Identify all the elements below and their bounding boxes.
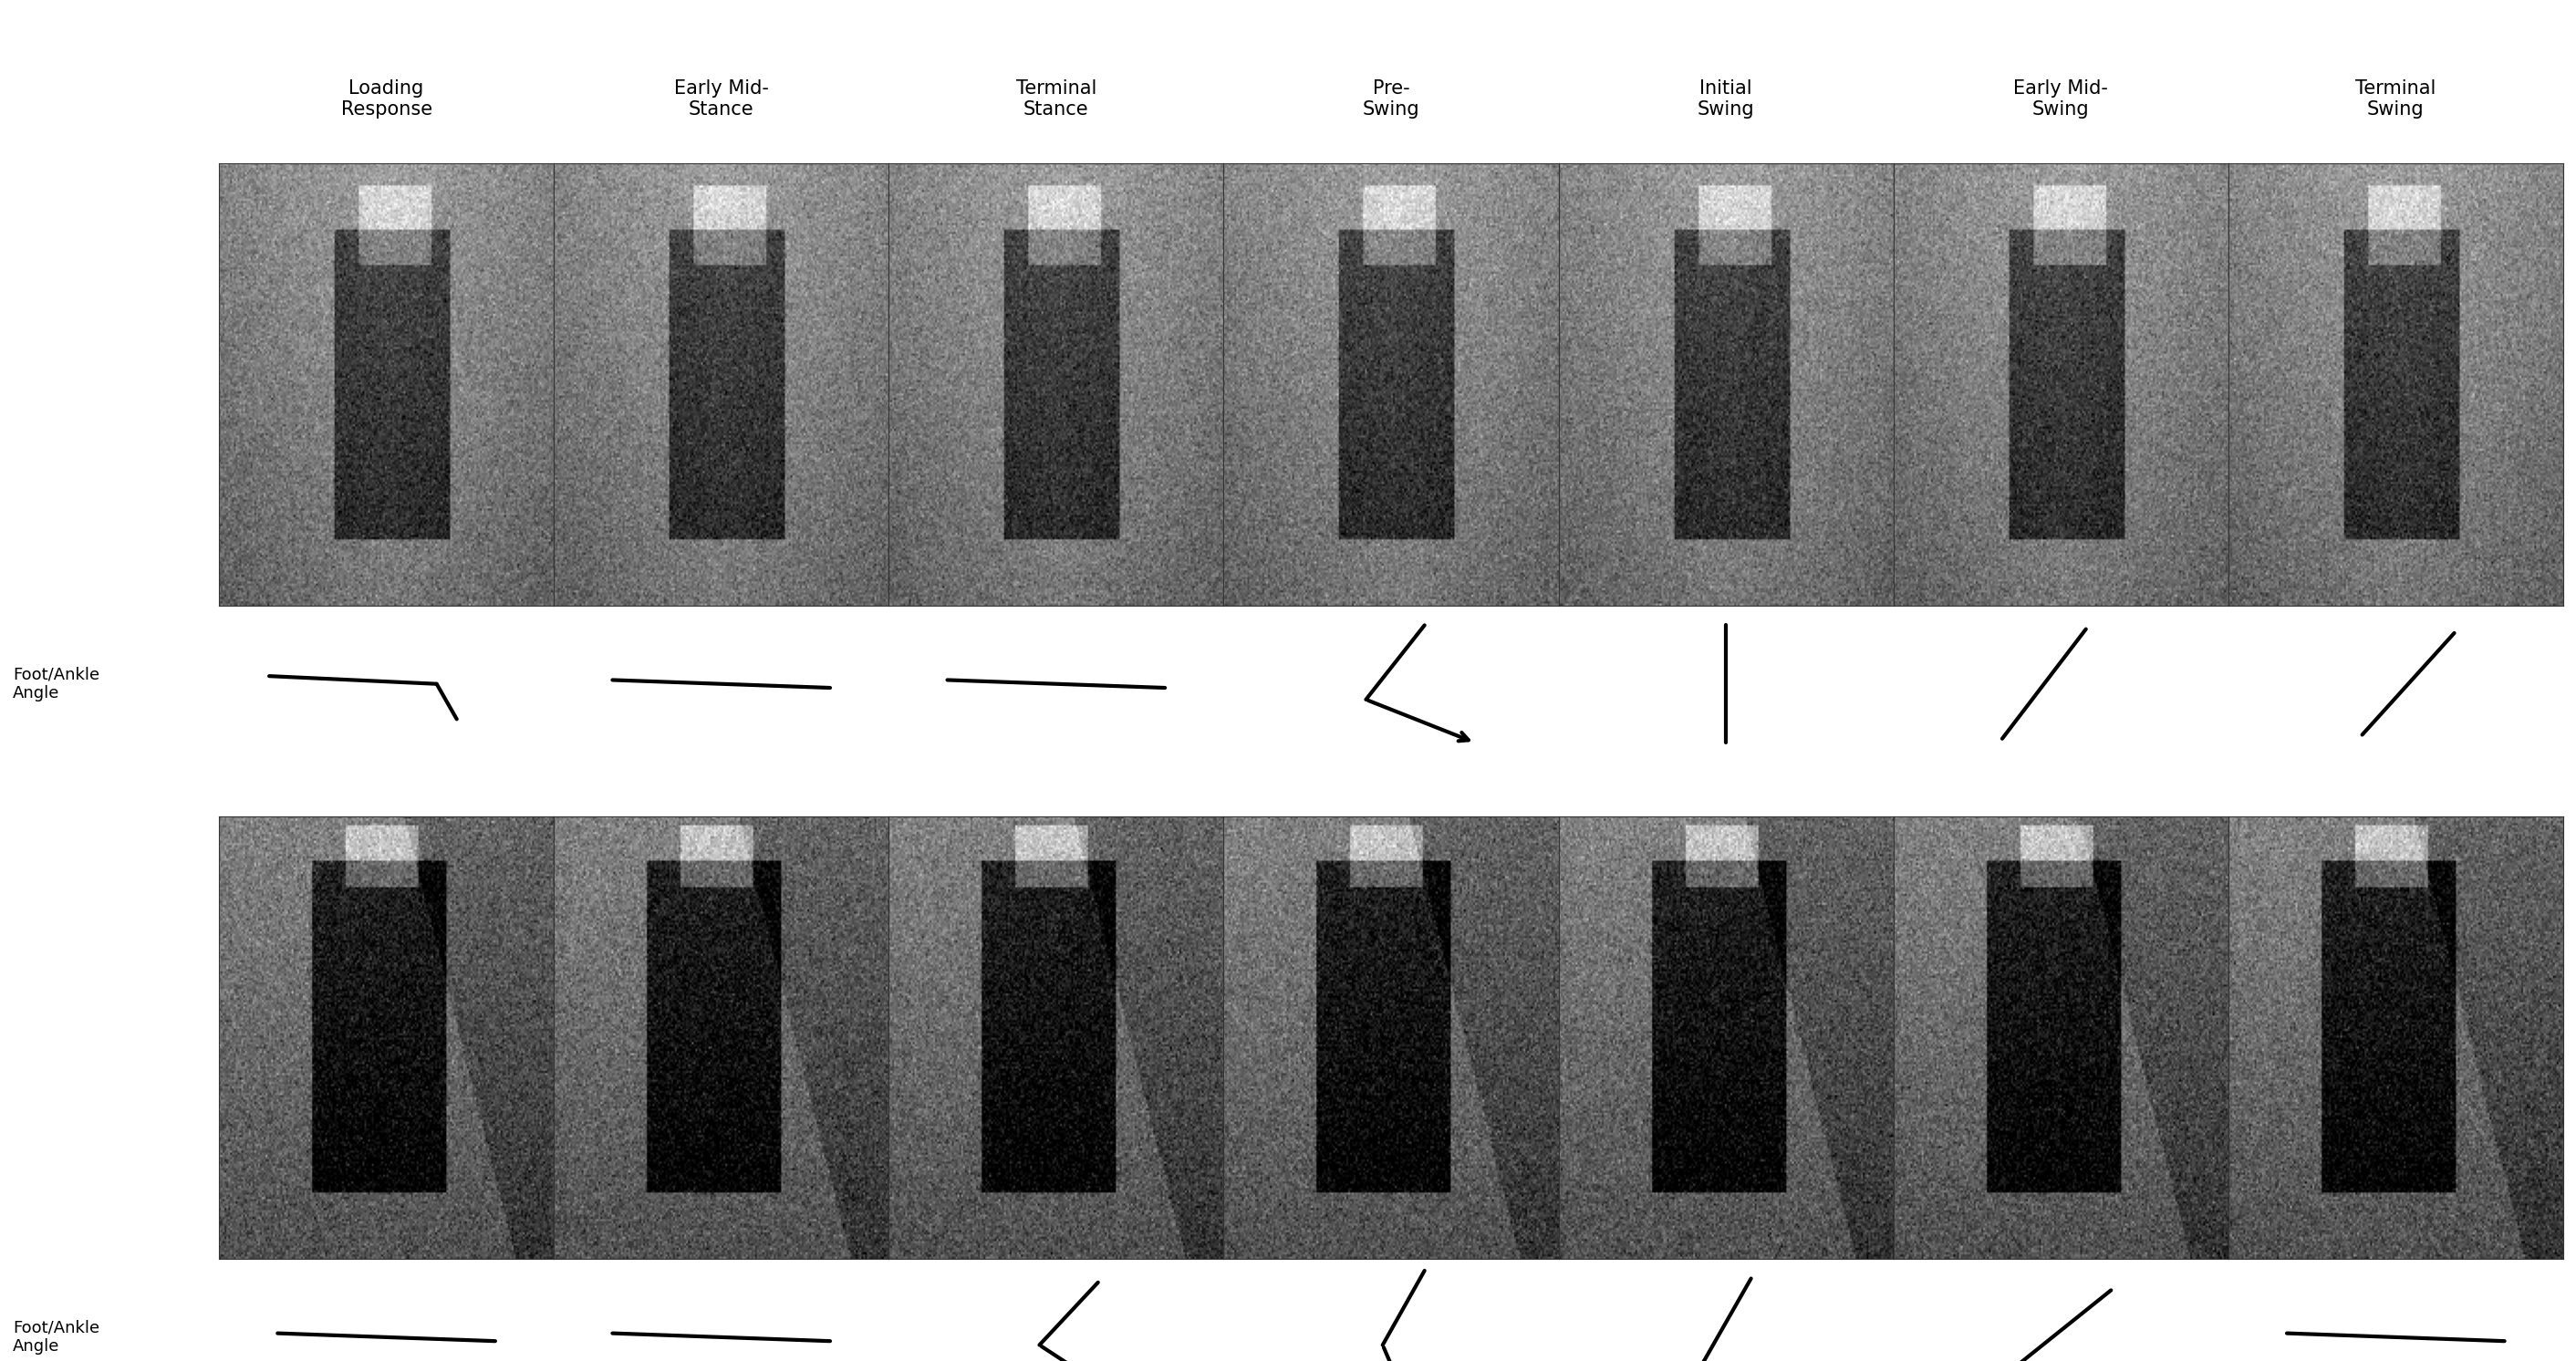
Text: Foot/Ankle
Angle: Foot/Ankle Angle	[13, 1319, 100, 1356]
Text: Early Mid-
Swing: Early Mid- Swing	[2014, 79, 2107, 118]
Text: Terminal
Swing: Terminal Swing	[2354, 79, 2437, 118]
Text: Terminal
Stance: Terminal Stance	[1015, 79, 1097, 118]
Text: Early Mid-
Stance: Early Mid- Stance	[675, 79, 768, 118]
Text: Pre-
Swing: Pre- Swing	[1363, 79, 1419, 118]
Text: Loading
Response: Loading Response	[340, 79, 433, 118]
Text: Foot/Ankle
Angle: Foot/Ankle Angle	[13, 666, 100, 702]
Text: Initial
Swing: Initial Swing	[1698, 79, 1754, 118]
